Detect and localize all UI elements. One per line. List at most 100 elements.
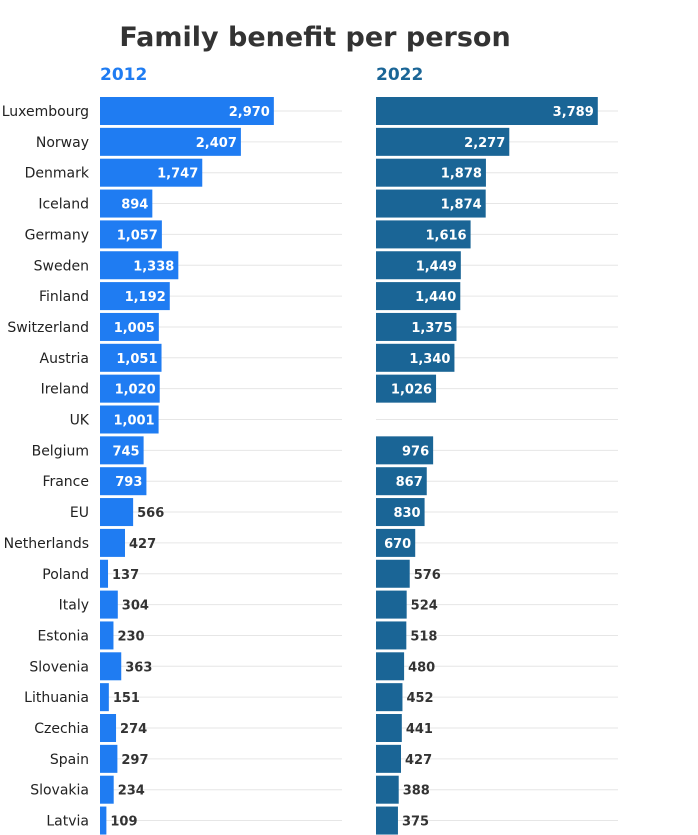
country-label: Finland bbox=[39, 289, 89, 305]
country-label: Austria bbox=[40, 351, 89, 367]
value-label-2012: 109 bbox=[110, 815, 137, 830]
bar-2022 bbox=[376, 559, 410, 588]
value-label-2012: 274 bbox=[120, 722, 147, 737]
value-label-2022: 867 bbox=[396, 475, 423, 490]
value-label-2022: 3,789 bbox=[553, 105, 594, 120]
value-label-2022: 1,026 bbox=[391, 383, 432, 398]
bar-2022 bbox=[376, 158, 486, 187]
country-label: Italy bbox=[59, 598, 89, 614]
value-label-2022: 427 bbox=[405, 753, 432, 768]
country-label: Lithuania bbox=[24, 690, 89, 706]
bar-2022 bbox=[376, 467, 427, 496]
value-label-2012: 1,020 bbox=[115, 383, 156, 398]
value-label-2022: 1,878 bbox=[441, 167, 482, 182]
bar-2012 bbox=[100, 343, 162, 372]
bar-2022 bbox=[376, 528, 416, 557]
value-label-2022: 2,277 bbox=[464, 136, 505, 151]
value-label-2022: 1,449 bbox=[416, 259, 457, 274]
bar-2012 bbox=[100, 282, 170, 311]
bar-2022 bbox=[376, 683, 403, 712]
value-label-2022: 518 bbox=[410, 629, 437, 644]
value-label-2022: 441 bbox=[406, 722, 433, 737]
country-label: UK bbox=[70, 413, 90, 429]
value-label-2012: 1,001 bbox=[113, 414, 154, 429]
value-label-2022: 976 bbox=[402, 444, 429, 459]
country-label: Sweden bbox=[34, 258, 89, 274]
panel-title-2022: 2022 bbox=[376, 65, 423, 85]
value-label-2012: 427 bbox=[129, 537, 156, 552]
value-label-2012: 2,970 bbox=[229, 105, 270, 120]
country-label: EU bbox=[70, 505, 89, 521]
value-label-2012: 304 bbox=[122, 599, 149, 614]
country-label: Spain bbox=[50, 752, 89, 768]
value-label-2012: 1,051 bbox=[116, 352, 157, 367]
country-label: Belgium bbox=[32, 443, 89, 459]
bar-2022 bbox=[376, 806, 398, 835]
bar-2022 bbox=[376, 374, 437, 403]
bar-2022 bbox=[376, 251, 461, 280]
bar-2022 bbox=[376, 343, 455, 372]
country-label: Germany bbox=[25, 227, 89, 243]
bar-2012 bbox=[100, 220, 162, 249]
value-label-2022: 1,340 bbox=[409, 352, 450, 367]
bar-2012 bbox=[100, 97, 274, 125]
bar-2022 bbox=[376, 220, 471, 249]
value-label-2022: 1,874 bbox=[441, 198, 482, 213]
value-label-2012: 566 bbox=[137, 506, 164, 521]
bar-2012 bbox=[100, 528, 125, 557]
bar-2012 bbox=[100, 405, 159, 434]
bar-2022 bbox=[376, 97, 598, 125]
bar-2012 bbox=[100, 127, 241, 156]
bar-2012 bbox=[100, 559, 109, 588]
value-label-2012: 230 bbox=[117, 629, 144, 644]
value-label-2012: 363 bbox=[125, 660, 152, 675]
value-label-2012: 1,005 bbox=[114, 321, 155, 336]
country-label: Denmark bbox=[25, 166, 90, 182]
value-label-2012: 1,338 bbox=[133, 259, 174, 274]
value-label-2012: 151 bbox=[113, 691, 140, 706]
value-label-2012: 793 bbox=[115, 475, 142, 490]
bar-2012 bbox=[100, 189, 153, 218]
value-label-2012: 297 bbox=[121, 753, 148, 768]
bar-2022 bbox=[376, 189, 486, 218]
bar-2022 bbox=[376, 436, 434, 465]
country-label: Poland bbox=[42, 567, 89, 583]
bar-2022 bbox=[376, 127, 510, 156]
country-label: Estonia bbox=[37, 628, 89, 644]
bar-2022 bbox=[376, 775, 399, 804]
bar-2012 bbox=[100, 683, 109, 712]
value-label-2012: 1,192 bbox=[125, 290, 166, 305]
bar-2022 bbox=[376, 498, 425, 527]
bar-2012 bbox=[100, 590, 118, 619]
value-label-2022: 1,375 bbox=[411, 321, 452, 336]
country-label: Latvia bbox=[46, 814, 89, 830]
country-label: Iceland bbox=[38, 197, 89, 213]
bar-2012 bbox=[100, 312, 159, 341]
country-label: Netherlands bbox=[4, 536, 89, 552]
value-label-2022: 524 bbox=[411, 599, 438, 614]
bar-2012 bbox=[100, 251, 179, 280]
bar-2012 bbox=[100, 652, 122, 681]
bar-2012 bbox=[100, 775, 114, 804]
value-label-2022: 576 bbox=[414, 568, 441, 583]
country-label: Czechia bbox=[34, 721, 89, 737]
bar-2022 bbox=[376, 744, 401, 773]
value-label-2022: 670 bbox=[384, 537, 411, 552]
bar-2022 bbox=[376, 714, 402, 742]
value-label-2022: 1,440 bbox=[415, 290, 456, 305]
country-label: Slovenia bbox=[29, 659, 89, 675]
value-label-2012: 1,057 bbox=[117, 228, 158, 243]
bar-2022 bbox=[376, 621, 407, 650]
value-label-2012: 2,407 bbox=[196, 136, 237, 151]
bar-2022 bbox=[376, 282, 461, 311]
bar-2022 bbox=[376, 652, 405, 681]
value-label-2022: 452 bbox=[406, 691, 433, 706]
panel-title-2012: 2012 bbox=[100, 65, 147, 85]
value-label-2012: 894 bbox=[121, 198, 148, 213]
country-label: Slovakia bbox=[30, 783, 89, 799]
value-label-2012: 234 bbox=[118, 784, 145, 799]
bar-2012 bbox=[100, 436, 144, 465]
country-label: Switzerland bbox=[7, 320, 89, 336]
bar-2022 bbox=[376, 590, 407, 619]
bar-2012 bbox=[100, 158, 203, 187]
